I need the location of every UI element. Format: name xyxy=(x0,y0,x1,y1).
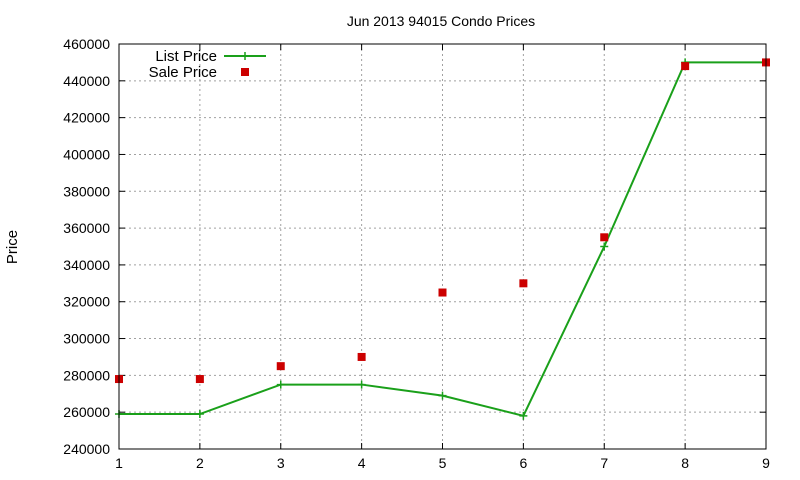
data-point-marker xyxy=(519,279,528,288)
data-point-marker xyxy=(438,391,447,400)
grid xyxy=(119,44,766,449)
data-point-marker xyxy=(195,375,204,384)
data-point-marker xyxy=(681,62,690,71)
y-tick-label: 320000 xyxy=(63,294,110,310)
y-tick-label: 400000 xyxy=(63,146,110,162)
legend-label: List Price xyxy=(155,48,217,65)
plot-frame xyxy=(118,43,767,450)
legend-marker-swatch xyxy=(241,52,249,60)
y-tick-label: 380000 xyxy=(63,183,110,199)
x-tick-label: 4 xyxy=(358,455,366,471)
y-tick-label: 260000 xyxy=(63,404,110,420)
x-tick-label: 9 xyxy=(762,455,770,471)
data-point-marker xyxy=(276,380,285,389)
data-point-marker xyxy=(600,242,609,251)
data-point-marker xyxy=(357,352,366,361)
data-point-marker xyxy=(519,411,528,420)
data-point-marker xyxy=(195,410,204,419)
legend-marker-swatch xyxy=(241,68,249,76)
data-point-marker xyxy=(438,288,447,297)
chart-title: Jun 2013 94015 Condo Prices xyxy=(347,13,535,29)
data-point-marker xyxy=(357,380,366,389)
y-tick-label: 360000 xyxy=(63,220,110,236)
legend-label: Sale Price xyxy=(149,64,217,81)
x-tick-label: 7 xyxy=(600,455,608,471)
x-tick-label: 8 xyxy=(681,455,689,471)
axis-ticks: 240000 260000 280000 300000 320000 340000 3600… xyxy=(63,36,770,471)
x-tick-label: 1 xyxy=(115,455,123,471)
y-tick-label: 280000 xyxy=(63,367,110,383)
x-tick-label: 3 xyxy=(277,455,285,471)
y-tick-label: 420000 xyxy=(63,110,110,126)
y-axis-label: Price xyxy=(4,230,21,264)
y-tick-label: 340000 xyxy=(63,257,110,273)
x-tick-label: 5 xyxy=(439,455,447,471)
data-point-marker xyxy=(600,233,609,242)
data-point-marker xyxy=(276,362,285,371)
x-tick-label: 2 xyxy=(196,455,204,471)
y-tick-label: 460000 xyxy=(63,36,110,52)
y-tick-label: 440000 xyxy=(63,73,110,89)
y-tick-label: 300000 xyxy=(63,331,110,347)
x-tick-label: 6 xyxy=(519,455,527,471)
y-tick-label: 240000 xyxy=(63,441,110,457)
